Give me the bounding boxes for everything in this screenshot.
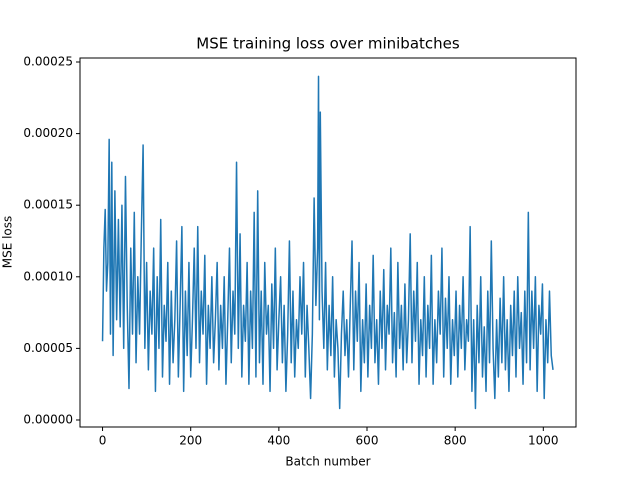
x-tick-label: 800: [444, 434, 467, 448]
x-tick-label: 200: [179, 434, 202, 448]
y-tick-label: 0.00000: [23, 412, 73, 426]
chart-title: MSE training loss over minibatches: [196, 35, 460, 53]
plot-frame: [79, 57, 577, 428]
y-tick-label: 0.00005: [23, 341, 73, 355]
x-axis-label: Batch number: [285, 455, 370, 469]
y-tick-label: 0.00010: [23, 269, 73, 283]
line-series: [101, 75, 554, 410]
x-tick-label: 600: [356, 434, 379, 448]
x-tick-label: 1000: [528, 434, 559, 448]
x-tick-label: 0: [99, 434, 107, 448]
x-tick-label: 400: [267, 434, 290, 448]
y-tick-label: 0.00025: [23, 55, 73, 69]
y-axis-label: MSE loss: [1, 216, 15, 269]
y-tick-label: 0.00015: [23, 198, 73, 212]
y-tick-label: 0.00020: [23, 126, 73, 140]
